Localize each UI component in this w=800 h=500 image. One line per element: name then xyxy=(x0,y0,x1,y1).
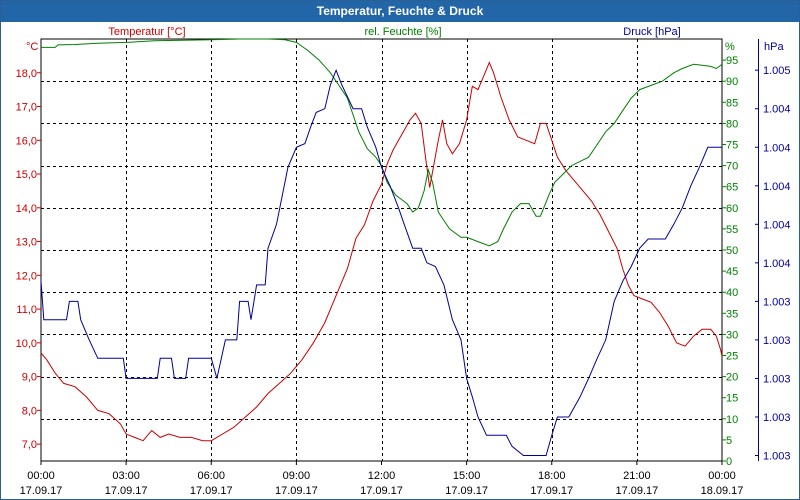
tick-label-time: 06:00 xyxy=(197,470,225,482)
tick-label-humidity: 30 xyxy=(726,329,738,341)
tick-label-date: 18.09.17 xyxy=(701,485,744,497)
tick-label-time: 03:00 xyxy=(112,470,140,482)
tick-label-time: 21:00 xyxy=(623,470,651,482)
unit-label-pressure: hPa xyxy=(764,41,784,53)
tick-label-pressure: 1.003 xyxy=(763,412,791,424)
tick-label-humidity: 5 xyxy=(726,435,732,447)
tick-label-date: 17.09.17 xyxy=(530,485,573,497)
tick-label-date: 17.09.17 xyxy=(360,485,403,497)
tick-label-humidity: 20 xyxy=(726,372,738,384)
tick-label-humidity: 90 xyxy=(726,76,738,88)
tick-label-pressure: 1.004 xyxy=(763,258,791,270)
tick-label-temperature: 10,0 xyxy=(16,338,37,350)
tick-label-humidity: 75 xyxy=(726,140,738,152)
tick-label-time: 15:00 xyxy=(453,470,481,482)
series-layer xyxy=(40,38,723,456)
tick-label-temperature: 12,0 xyxy=(16,270,37,282)
tick-label-pressure: 1.003 xyxy=(763,296,791,308)
tick-label-pressure: 1.005 xyxy=(763,65,791,77)
unit-label-humidity: % xyxy=(725,41,735,53)
tick-label-temperature: 8,0 xyxy=(22,405,37,417)
tick-label-humidity: 95 xyxy=(726,55,738,67)
tick-label-date: 17.09.17 xyxy=(615,485,658,497)
tick-label-temperature: 7,0 xyxy=(22,439,37,451)
tick-label-humidity: 55 xyxy=(726,224,738,236)
tick-label-temperature: 15,0 xyxy=(16,169,37,181)
axis-title-temperature: Temperatur [°C] xyxy=(108,26,185,38)
tick-label-pressure: 1.003 xyxy=(763,335,791,347)
tick-label-time: 09:00 xyxy=(283,470,311,482)
tick-label-humidity: 15 xyxy=(726,393,738,405)
tick-label-humidity: 40 xyxy=(726,287,738,299)
tick-label-time: 00:00 xyxy=(27,470,55,482)
tick-label-humidity: 10 xyxy=(726,414,738,426)
unit-label-temperature: °C xyxy=(26,41,38,53)
tick-label-pressure: 1.003 xyxy=(763,450,791,462)
axis-title-pressure: Druck [hPa] xyxy=(623,26,680,38)
tick-label-date: 17.09.17 xyxy=(190,485,233,497)
tick-label-humidity: 35 xyxy=(726,308,738,320)
tick-label-humidity: 25 xyxy=(726,351,738,363)
series-line-temperature xyxy=(40,61,723,442)
tick-label-pressure: 1.004 xyxy=(763,181,791,193)
tick-label-humidity: 60 xyxy=(726,203,738,215)
tick-label-temperature: 16,0 xyxy=(16,135,37,147)
tick-label-temperature: 13,0 xyxy=(16,237,37,249)
tick-label-temperature: 14,0 xyxy=(16,203,37,215)
tick-label-humidity: 65 xyxy=(726,182,738,194)
tick-label-time: 12:00 xyxy=(368,470,396,482)
tick-label-humidity: 50 xyxy=(726,245,738,257)
tick-label-time: 18:00 xyxy=(538,470,566,482)
window-title: Temperatur, Feuchte & Druck xyxy=(1,1,799,22)
tick-label-temperature: 18,0 xyxy=(16,68,37,80)
tick-label-humidity: 85 xyxy=(726,97,738,109)
tick-label-humidity: 80 xyxy=(726,118,738,130)
tick-label-date: 17.09.17 xyxy=(105,485,148,497)
tick-label-date: 17.09.17 xyxy=(445,485,488,497)
tick-label-pressure: 1.004 xyxy=(763,219,791,231)
tick-label-humidity: 70 xyxy=(726,161,738,173)
tick-label-date: 17.09.17 xyxy=(275,485,318,497)
tick-label-temperature: 17,0 xyxy=(16,102,37,114)
series-line-pressure xyxy=(40,68,722,456)
tick-label-temperature: 11,0 xyxy=(16,304,37,316)
tick-label-date: 17.09.17 xyxy=(20,485,63,497)
grid xyxy=(40,38,723,462)
tick-label-time: 00:00 xyxy=(708,470,736,482)
tick-label-humidity: 45 xyxy=(726,266,738,278)
tick-label-humidity: 0 xyxy=(726,456,732,468)
series-line-humidity xyxy=(41,38,723,247)
axis-title-humidity: rel. Feuchte [%] xyxy=(364,26,441,38)
tick-label-temperature: 9,0 xyxy=(22,372,37,384)
tick-label-pressure: 1.003 xyxy=(763,373,791,385)
tick-label-pressure: 1.004 xyxy=(763,104,791,116)
tick-label-pressure: 1.004 xyxy=(763,142,791,154)
axes-layer: 7,0 8,0 9,0 10,0 11,0 12,0 13,0 14,0 15,0 16,0 17,… xyxy=(16,39,791,497)
